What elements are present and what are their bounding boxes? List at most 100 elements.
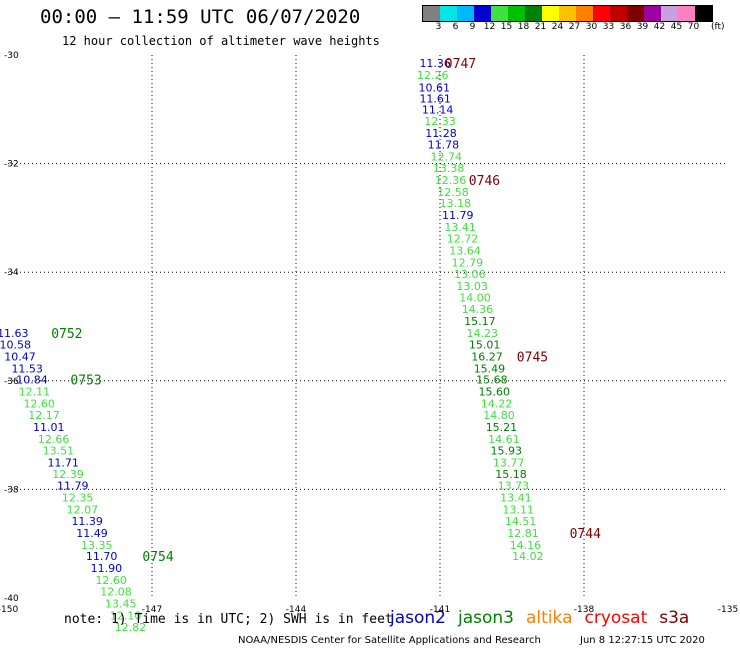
- legend-unit: (ft): [711, 22, 725, 32]
- wave-height-label: 13.41: [500, 492, 532, 505]
- wave-height-label: 12.66: [38, 433, 70, 446]
- wave-height-label: 12.26: [417, 69, 449, 82]
- legend-swatch: [491, 6, 508, 21]
- wave-height-label: 11.01: [33, 421, 65, 434]
- x-tick-label: -150: [0, 605, 18, 615]
- wave-height-label: 11.49: [76, 527, 108, 540]
- legend-swatch: [508, 6, 525, 21]
- legend-label: 45: [670, 22, 683, 32]
- wave-height-label: 12.60: [95, 574, 127, 587]
- wave-height-label: 14.51: [505, 515, 537, 528]
- wave-height-label: 14.61: [488, 433, 520, 446]
- footer-note: note: 1) Time is in UTC; 2) SWH is in fe…: [64, 612, 393, 627]
- legend-swatch: [678, 6, 695, 21]
- wave-height-label: 15.21: [486, 421, 518, 434]
- legend-swatch: [457, 6, 474, 21]
- wave-height-label: 14.22: [481, 398, 513, 411]
- wave-height-label: 15.49: [474, 362, 506, 375]
- wave-height-label: 11.71: [47, 456, 79, 469]
- wave-height-label: 13.51: [43, 444, 75, 457]
- wave-height-label: 12.08: [100, 585, 132, 598]
- wave-height-label: 13.77: [493, 456, 525, 469]
- legend-label: 3: [435, 22, 442, 32]
- wave-height-label: 12.72: [447, 233, 479, 246]
- legend-label: 30: [585, 22, 598, 32]
- legend-swatch: [440, 6, 457, 21]
- wave-height-label: 12.60: [23, 398, 55, 411]
- wave-height-label: 15.93: [490, 444, 522, 457]
- wave-height-label: 12.39: [52, 468, 84, 481]
- time-label: 0746: [469, 174, 500, 189]
- legend-label: 12: [483, 22, 496, 32]
- wave-height-label: 13.06: [454, 268, 486, 281]
- wave-height-label: 13.73: [498, 480, 530, 493]
- satellite-legend: jason2 jason3 altika cryosat s3a: [390, 608, 689, 628]
- wave-height-label: 13.41: [444, 221, 476, 234]
- wave-height-label: 15.01: [469, 338, 501, 351]
- legend-label: 39: [636, 22, 649, 32]
- wave-height-label: 15.60: [478, 386, 510, 399]
- wave-height-label: 11.28: [425, 127, 457, 140]
- wave-height-label: 13.11: [502, 503, 534, 516]
- legend-swatch: [525, 6, 542, 21]
- legend-swatch: [423, 6, 440, 21]
- wave-height-label: 14.36: [462, 303, 494, 316]
- wave-height-label: 12.33: [424, 115, 456, 128]
- legend-label: 33: [602, 22, 615, 32]
- legend-label: 27: [568, 22, 581, 32]
- legend-label: 15: [500, 22, 513, 32]
- wave-height-label: 13.18: [440, 197, 472, 210]
- y-tick-label: -40: [4, 594, 19, 604]
- wave-height-label: 13.35: [81, 539, 113, 552]
- wave-height-label: 11.79: [57, 480, 89, 493]
- wave-height-label: 12.17: [28, 409, 60, 422]
- wave-height-label: 12.35: [62, 492, 94, 505]
- satellite-name: jason2: [390, 608, 446, 628]
- wave-height-label: 12.58: [437, 186, 469, 199]
- legend-label: 24: [551, 22, 564, 32]
- y-tick-label: -36: [4, 377, 19, 387]
- wave-height-label: 13.45: [105, 597, 137, 610]
- credit-text: NOAA/NESDIS Center for Satellite Applica…: [238, 635, 541, 646]
- legend-swatch: [576, 6, 593, 21]
- wave-height-label: 13.38: [433, 162, 465, 175]
- wave-height-label: 13.03: [456, 280, 488, 293]
- legend-swatch: [627, 6, 644, 21]
- legend-swatch: [644, 6, 661, 21]
- legend-label: 18: [517, 22, 530, 32]
- legend-swatch: [593, 6, 610, 21]
- y-tick-label: -38: [4, 485, 19, 495]
- legend-label: 21: [534, 22, 547, 32]
- wave-height-label: 11.63: [0, 327, 29, 340]
- satellite-name: jason3: [458, 608, 514, 628]
- x-tick-label: -135: [718, 605, 738, 615]
- satellite-name: cryosat: [584, 608, 648, 628]
- legend-label: 9: [469, 22, 476, 32]
- wave-height-label: 12.81: [507, 527, 539, 540]
- wave-height-label: 10.84: [16, 374, 48, 387]
- wave-height-label: 11.79: [442, 209, 474, 222]
- wave-height-label: 11.53: [11, 362, 43, 375]
- y-tick-label: -30: [4, 51, 19, 61]
- color-legend-labels: 3 6 9 12 15 18 21 24 27 30 33 36 39 42 45 70: [422, 22, 702, 32]
- wave-height-label: 10.47: [4, 350, 36, 363]
- wave-height-label: 13.64: [449, 244, 481, 257]
- legend-swatch: [695, 6, 712, 21]
- page-subtitle: 12 hour collection of altimeter wave hei…: [62, 34, 380, 48]
- wave-height-label: 12.36: [435, 174, 467, 187]
- color-legend: [422, 5, 713, 22]
- time-label: 0753: [70, 374, 101, 389]
- wave-height-label: 12.74: [430, 151, 462, 164]
- legend-label: 6: [452, 22, 459, 32]
- wave-height-label: 16.27: [471, 350, 503, 363]
- legend-swatch: [542, 6, 559, 21]
- wave-height-label: 11.61: [419, 92, 451, 105]
- wave-height-label: 12.79: [452, 256, 484, 269]
- wave-height-label: 14.00: [459, 292, 491, 305]
- legend-label: 36: [619, 22, 632, 32]
- time-label: 0745: [517, 350, 548, 365]
- wave-height-label: 11.70: [86, 550, 118, 563]
- wave-height-label: 11.90: [91, 562, 123, 575]
- wave-height-label: 14.16: [510, 539, 542, 552]
